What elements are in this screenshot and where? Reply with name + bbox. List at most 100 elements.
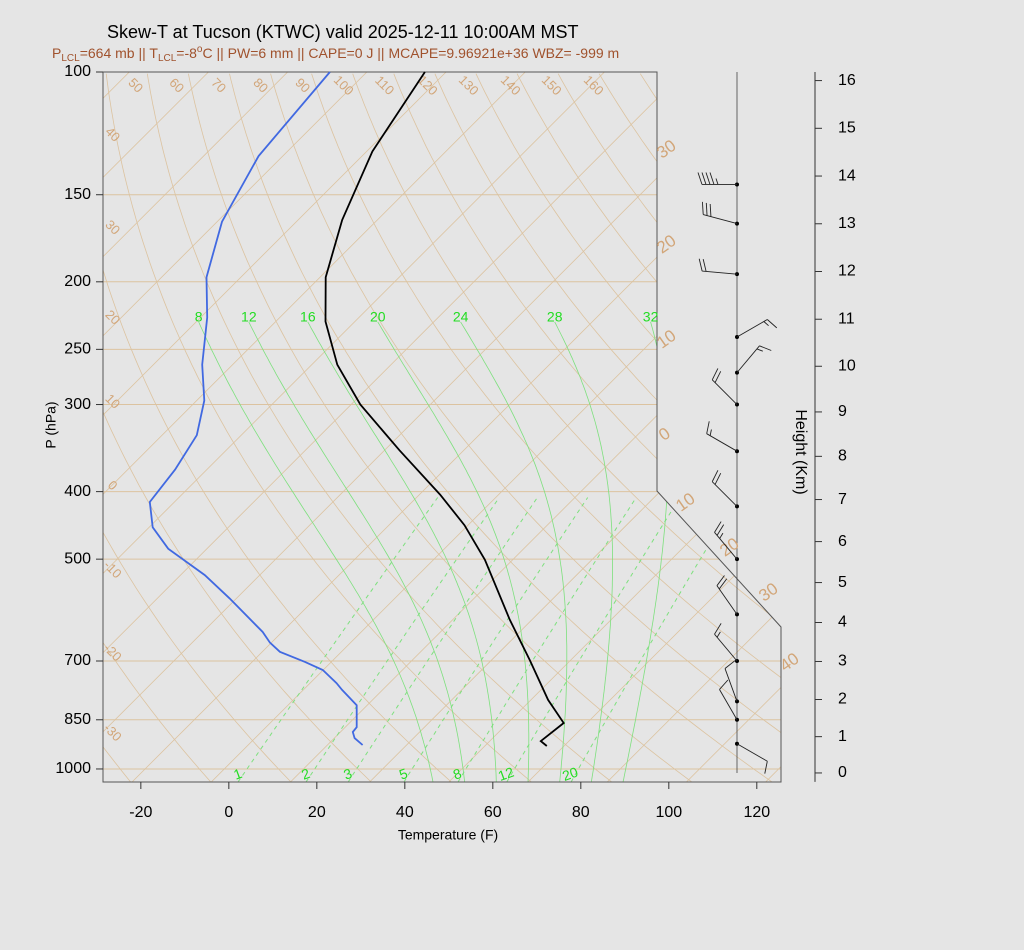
plot-frame (102, 71, 782, 783)
y-tick-label: 200 (64, 273, 91, 290)
wind-barb (735, 319, 778, 339)
barb-feather (705, 172, 711, 185)
barb-shaft (702, 270, 738, 275)
x-tick-label: 100 (655, 804, 682, 821)
barb-feather (767, 319, 778, 329)
y2-axis-label: Height (Km) (792, 409, 809, 494)
y-tick-label: 300 (64, 396, 91, 413)
x-tick-label: 40 (396, 804, 414, 821)
wind-barb (698, 258, 739, 277)
subtitle-part: C || PW=6 mm || CAPE=0 J || MCAPE=9.9692… (202, 45, 619, 61)
subtitle-part: o (197, 44, 203, 55)
y2-tick-label: 9 (838, 403, 847, 420)
y-tick-label: 850 (64, 711, 91, 728)
wind-barb (711, 368, 739, 407)
mixing-ratio-label: 12 (496, 764, 516, 784)
chart-subtitle: PLCL=664 mb || TLCL=-8oC || PW=6 mm || C… (52, 44, 619, 64)
y2-tick-label: 0 (838, 764, 847, 781)
moist-adiabat-label: 16 (300, 309, 316, 325)
y2-tick-label: 5 (838, 574, 847, 591)
dry-adiabat (229, 73, 773, 782)
x-tick-label: -20 (129, 804, 152, 821)
isotherm (103, 72, 447, 782)
moist-adiabat-label: 32 (643, 309, 659, 325)
x-axis-label: Temperature (F) (398, 827, 498, 843)
barb-feather (714, 371, 722, 383)
y-tick-label: 150 (64, 186, 91, 203)
sounding-line (148, 71, 364, 746)
barb-shaft (736, 319, 768, 338)
barb-feather (724, 660, 736, 669)
dry-adiabat (103, 73, 212, 782)
dry-adiabat (105, 73, 532, 782)
moist-adiabat-label: 20 (370, 309, 386, 325)
y2-tick-label: 10 (838, 357, 856, 374)
y-tick-label: 700 (64, 652, 91, 669)
y2-tick-label: 16 (838, 72, 856, 89)
moist-adiabat (377, 321, 530, 782)
dry-adiabat (103, 73, 372, 782)
wind-barb (735, 741, 768, 774)
wind-barb (701, 201, 739, 226)
moist-adiabat (307, 321, 497, 782)
barb-half (763, 321, 769, 327)
dry-adiabat (557, 73, 781, 782)
moist-adiabat (460, 321, 568, 782)
y2-tick-label: 1 (838, 728, 847, 745)
moist-adiabat-label: 24 (453, 309, 469, 325)
mixing-ratio-line (403, 497, 589, 782)
y2-tick-label: 14 (838, 167, 856, 184)
isotherm (103, 72, 526, 782)
barb-shaft (711, 379, 738, 405)
barb-shaft (706, 433, 738, 452)
moist-adiabat (554, 321, 613, 782)
barb-feather (702, 259, 707, 272)
wind-barb (719, 679, 739, 722)
x-tick-label: 20 (308, 804, 326, 821)
isotherm (527, 72, 781, 782)
isotherm (290, 72, 781, 782)
dry-adiabat (146, 73, 612, 782)
barb-feather (709, 172, 715, 185)
x-tick-label: 120 (743, 804, 770, 821)
isotherm (103, 72, 684, 782)
barb-shaft (703, 214, 738, 225)
subtitle-part: =664 mb || T (80, 45, 159, 61)
moist-adiabat-label: 8 (195, 309, 203, 325)
isotherm (210, 72, 781, 782)
subtitle-part: LCL (61, 53, 80, 64)
y2-tick-label: 8 (838, 448, 847, 465)
y-axis-label: P (hPa) (43, 401, 59, 448)
barb-feather (714, 521, 722, 533)
moist-adiabat (248, 321, 466, 782)
isotherm (103, 72, 288, 782)
wind-barb (711, 470, 739, 509)
y2-tick-label: 6 (838, 533, 847, 550)
subtitle-part: LCL (158, 53, 177, 64)
barb-feather (709, 203, 712, 217)
mixing-ratio-label: 20 (560, 764, 580, 784)
barb-feather (759, 345, 772, 351)
barb-feather (711, 470, 719, 482)
moist-adiabat-label: 28 (547, 309, 563, 325)
dry-adiabat (352, 73, 781, 782)
y2-tick-label: 3 (838, 653, 847, 670)
y2-tick-label: 15 (838, 120, 856, 137)
moist-adiabat-label: 12 (241, 309, 257, 325)
y2-tick-label: 4 (838, 614, 847, 631)
y2-tick-label: 2 (838, 691, 847, 708)
y-tick-label: 400 (64, 483, 91, 500)
barb-feather (705, 202, 708, 216)
wind-barb (706, 421, 739, 454)
x-tick-label: 80 (572, 804, 590, 821)
wind-barb (714, 623, 739, 664)
dry-adiabat (270, 73, 781, 782)
y2-tick-label: 11 (838, 310, 855, 327)
barb-shaft (736, 345, 760, 373)
y-tick-label: 100 (64, 63, 91, 80)
subtitle-part: =-8 (176, 45, 197, 61)
dry-adiabat (516, 73, 781, 782)
isotherm (103, 72, 368, 782)
barb-half (719, 532, 724, 539)
